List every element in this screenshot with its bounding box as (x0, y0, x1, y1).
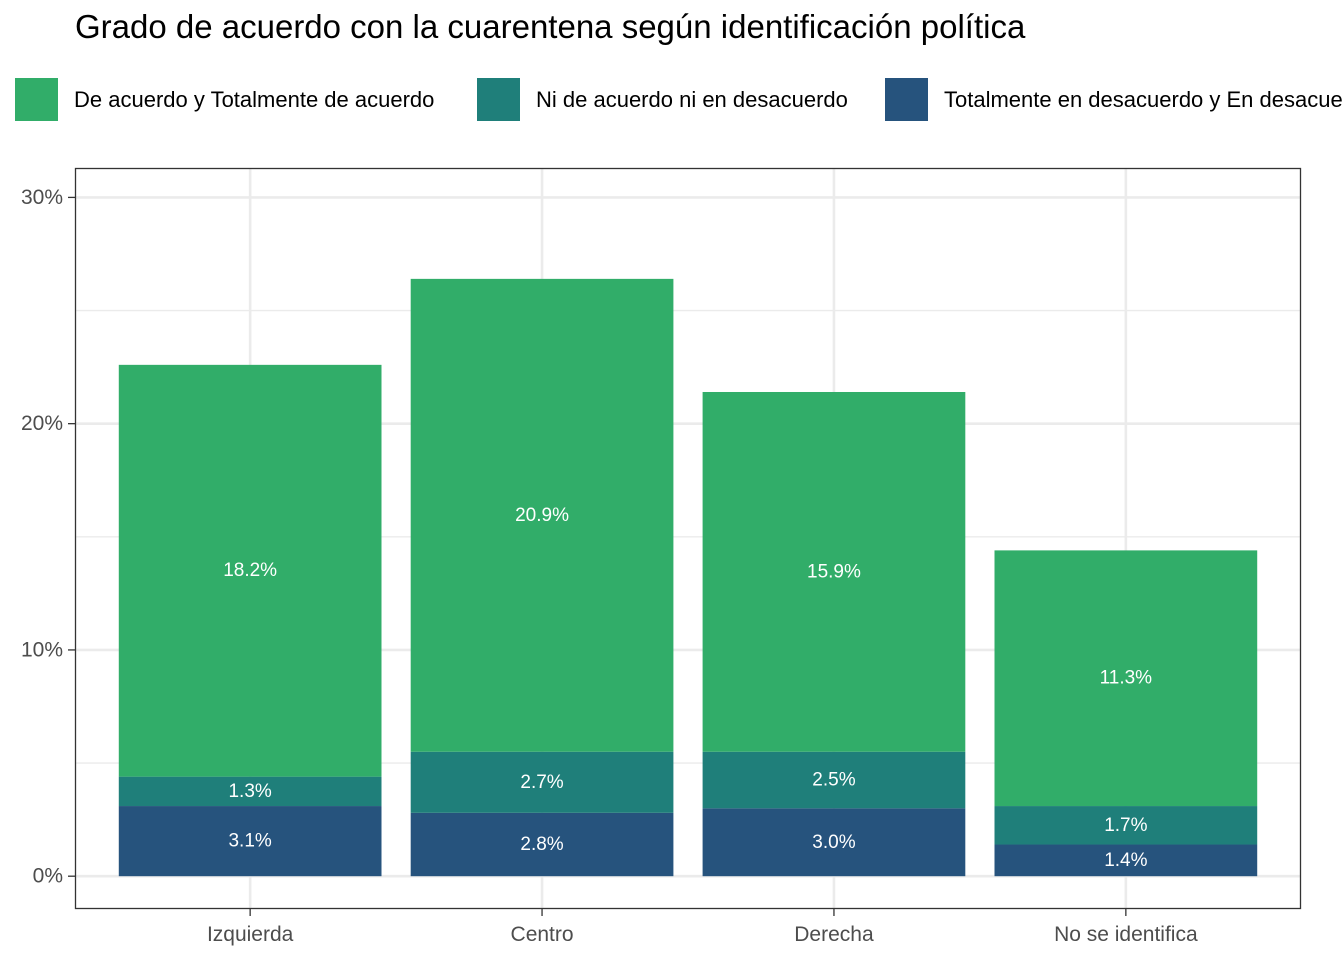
bar-segment (118, 776, 382, 807)
legend-swatch-neutral (477, 78, 520, 121)
bar-segment (994, 844, 1258, 877)
x-axis: Izquierda Centro Derecha No se identifica (207, 909, 1198, 946)
bar-value-label: 2.7% (520, 772, 563, 793)
legend-label-agree: De acuerdo y Totalmente de acuerdo (74, 87, 435, 112)
legend: De acuerdo y Totalmente de acuerdo Ni de… (0, 78, 1344, 124)
x-tick-label: Derecha (794, 923, 874, 946)
bar-segment (994, 550, 1258, 807)
x-tick-label: Centro (511, 923, 574, 946)
y-tick-label: 30% (21, 186, 63, 209)
bar-value-label: 15.9% (807, 561, 861, 582)
bar-value-label: 3.1% (228, 831, 271, 852)
bar-value-label: 2.8% (520, 834, 563, 855)
y-tick-label: 0% (33, 865, 63, 888)
bar-segment (118, 806, 382, 877)
x-tick-label: No se identifica (1054, 923, 1198, 946)
plot-panel-border (74, 167, 1302, 910)
bar-segment (702, 391, 966, 752)
y-tick-label: 10% (21, 638, 63, 661)
bar-value-label: 1.3% (228, 781, 271, 802)
bar-value-label: 18.2% (223, 560, 277, 581)
bar-segment (410, 812, 674, 877)
legend-swatch-agree (15, 78, 58, 121)
y-axis: 0% 10% 20% 30% (21, 186, 75, 888)
legend-label-neutral: Ni de acuerdo ni en desacuerdo (536, 87, 848, 112)
legend-swatch-disagree (885, 78, 928, 121)
bar-segment (702, 751, 966, 809)
chart-title: Grado de acuerdo con la cuarentena según… (75, 8, 1026, 45)
bar-segment (118, 364, 382, 777)
bar-segment (994, 806, 1258, 845)
bar-segment (410, 278, 674, 752)
bar-segment (410, 751, 674, 813)
bar-value-label: 2.5% (812, 770, 855, 791)
bars (118, 278, 1258, 877)
legend-label-disagree: Totalmente en desacuerdo y En desacuerdo (944, 87, 1344, 112)
bar-value-label: 1.4% (1104, 850, 1147, 871)
bar-value-label: 11.3% (1100, 668, 1153, 689)
bar-value-label: 3.0% (812, 832, 855, 853)
bar-value-label: 20.9% (515, 505, 569, 526)
y-tick-label: 20% (21, 412, 63, 435)
x-tick-label: Izquierda (207, 923, 294, 946)
bar-value-label: 1.7% (1104, 815, 1147, 836)
bar-labels: 3.1% 1.3% 18.2% 2.8% 2.7% 20.9% 3.0% 2.5% 15.9% 1… (223, 505, 1152, 871)
bar-segment (702, 808, 966, 877)
